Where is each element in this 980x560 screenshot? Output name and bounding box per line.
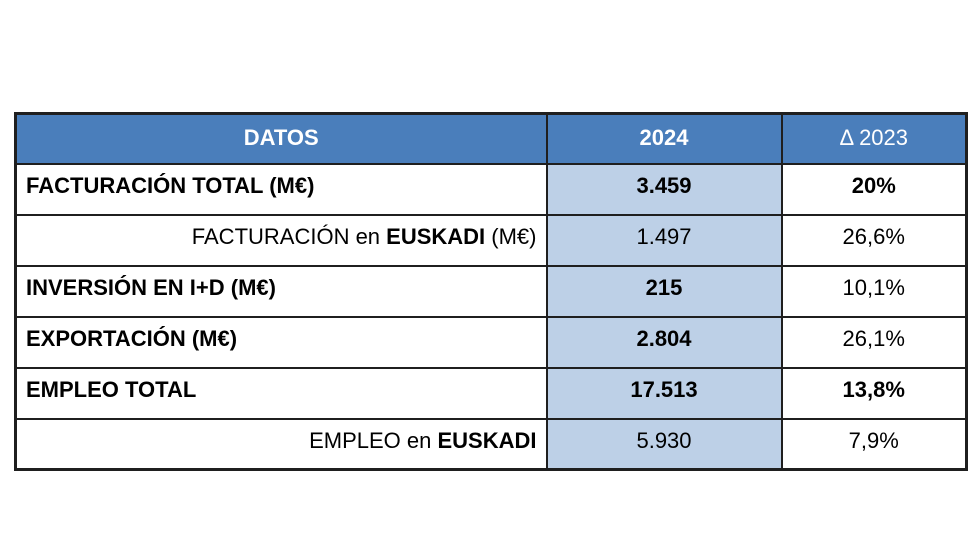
table-row: EMPLEO TOTAL 17.513 13,8%	[14, 366, 968, 420]
row-value-2024: 2.804	[636, 325, 692, 351]
row-label-cell: FACTURACIÓN en EUSKADI (M€)	[14, 213, 548, 267]
row-value-2024: 5.930	[636, 427, 692, 453]
row-delta-2023-cell: 10,1%	[780, 264, 968, 318]
row-value-2024-cell: 215	[545, 264, 783, 318]
row-delta-2023: 7,9%	[848, 427, 899, 453]
row-value-2024: 3.459	[636, 172, 692, 198]
row-delta-2023: 10,1%	[842, 274, 905, 300]
row-value-2024-cell: 3.459	[545, 162, 783, 216]
header-datos: DATOS	[14, 112, 548, 165]
row-delta-2023-cell: 13,8%	[780, 366, 968, 420]
row-label-part: EUSKADI	[386, 223, 486, 249]
row-value-2024-cell: 17.513	[545, 366, 783, 420]
row-label-cell: EXPORTACIÓN (M€)	[14, 315, 548, 369]
row-label-part: EXPORTACIÓN (M€)	[26, 325, 238, 351]
row-value-2024: 1.497	[636, 223, 692, 249]
row-label-cell: EMPLEO TOTAL	[14, 366, 548, 420]
row-label-part: EMPLEO TOTAL	[26, 376, 197, 402]
row-label-part: FACTURACIÓN en	[191, 223, 387, 249]
row-label-part: INVERSIÓN EN I+D (M€)	[26, 274, 276, 300]
row-delta-2023: 20%	[851, 172, 896, 198]
row-value-2024: 17.513	[630, 376, 698, 402]
table-row: INVERSIÓN EN I+D (M€) 215 10,1%	[14, 264, 968, 318]
table-row: FACTURACIÓN en EUSKADI (M€) 1.497 26,6%	[14, 213, 968, 267]
row-delta-2023-cell: 26,6%	[780, 213, 968, 267]
row-label-cell: INVERSIÓN EN I+D (M€)	[14, 264, 548, 318]
datos-table: DATOS 2024 Δ 2023 FACTURACIÓN TOTAL (M€)…	[14, 112, 968, 471]
row-label-part: FACTURACIÓN TOTAL (M€)	[26, 172, 315, 198]
row-label-cell: FACTURACIÓN TOTAL (M€)	[14, 162, 548, 216]
row-delta-2023: 13,8%	[842, 376, 905, 402]
row-label-part: (M€)	[485, 223, 537, 249]
table-row: EXPORTACIÓN (M€) 2.804 26,1%	[14, 315, 968, 369]
row-delta-2023-cell: 26,1%	[780, 315, 968, 369]
row-delta-2023: 26,6%	[842, 223, 905, 249]
row-delta-2023: 26,1%	[842, 325, 905, 351]
table-header-row: DATOS 2024 Δ 2023	[14, 112, 968, 165]
header-2024: 2024	[545, 112, 783, 165]
header-delta-2023: Δ 2023	[780, 112, 968, 165]
table-body: FACTURACIÓN TOTAL (M€) 3.459 20% FACTURA…	[14, 162, 968, 471]
row-value-2024: 215	[645, 274, 683, 300]
table-row: EMPLEO en EUSKADI 5.930 7,9%	[14, 417, 968, 471]
table-row: FACTURACIÓN TOTAL (M€) 3.459 20%	[14, 162, 968, 216]
row-value-2024-cell: 1.497	[545, 213, 783, 267]
row-delta-2023-cell: 7,9%	[780, 417, 968, 471]
row-delta-2023-cell: 20%	[780, 162, 968, 216]
row-label-part: EMPLEO en	[309, 427, 438, 453]
row-label-part: EUSKADI	[437, 427, 537, 453]
row-value-2024-cell: 5.930	[545, 417, 783, 471]
datos-table-container: DATOS 2024 Δ 2023 FACTURACIÓN TOTAL (M€)…	[14, 112, 968, 471]
row-value-2024-cell: 2.804	[545, 315, 783, 369]
row-label-cell: EMPLEO en EUSKADI	[14, 417, 548, 471]
